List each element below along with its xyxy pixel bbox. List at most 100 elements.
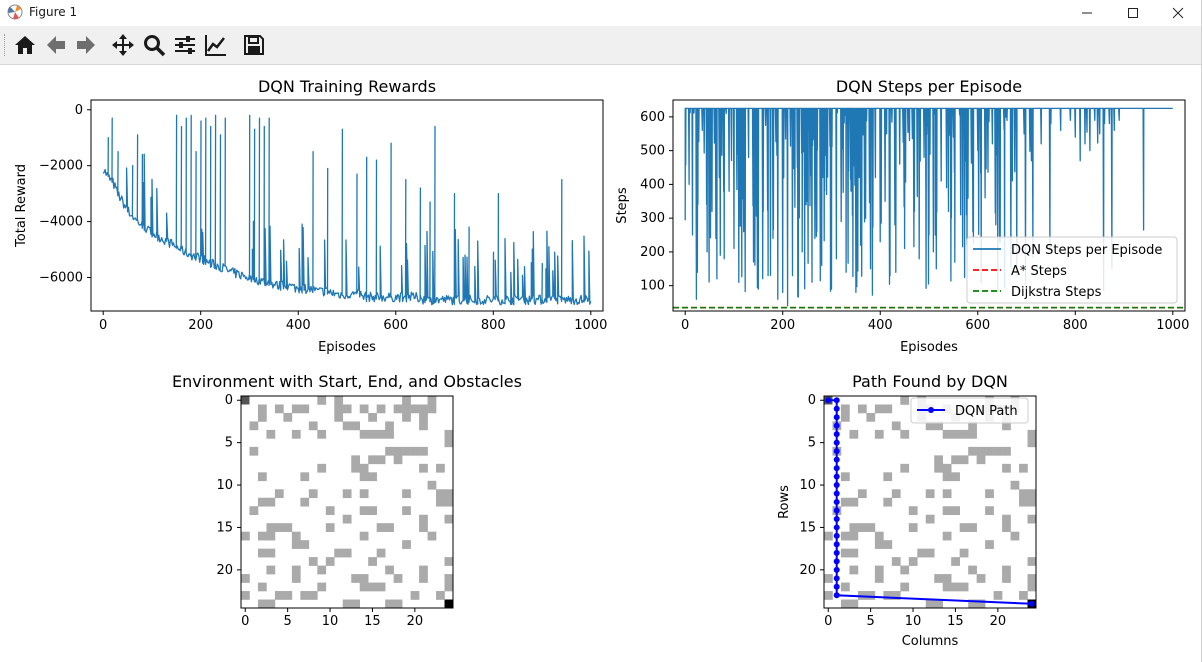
environment-obstacle-cell [274,591,284,600]
rewards-ytick-label: −2000 [39,159,83,174]
environment-obstacle-cell [300,540,310,549]
environment-obstacle-cell [368,582,377,592]
maximize-button[interactable] [1110,0,1156,26]
dqn-path-ytick-label: 10 [799,478,816,493]
dqn-path-obstacle-cell [866,523,876,532]
dqn-path-obstacle-cell [883,404,893,414]
configure-subplots-button[interactable] [171,32,199,58]
dqn-path-obstacle-cell [1019,463,1028,473]
steps-xtick-label: 400 [868,318,893,333]
environment-obstacle-cell [419,514,428,524]
environment-obstacle-cell [436,489,445,499]
environment-obstacle-cell [291,429,301,439]
environment-obstacle-cell [402,412,411,422]
rewards-xtick-label: 600 [383,318,408,333]
dqn-path-obstacle-cell [883,540,893,549]
back-button[interactable] [42,32,70,58]
minimize-button[interactable] [1064,0,1110,26]
rewards-xlabel: Episodes [318,340,376,355]
dqn-path-obstacle-cell [942,531,952,541]
dqn-path-obstacle-cell [857,489,867,499]
dqn-path-obstacle-cell [840,548,850,558]
environment-obstacle-cell [351,574,361,583]
home-button[interactable] [11,32,39,58]
dqn-path-point [833,566,840,573]
environment-obstacle-cell [427,480,437,490]
dqn-path-obstacle-cell [968,565,977,575]
environment-title: Environment with Start, End, and Obstacl… [172,372,522,391]
environment-obstacle-cell [359,582,369,592]
environment-obstacle-cell [325,506,335,516]
environment-obstacle-cell [342,599,352,609]
environment-obstacle-cell [359,463,369,473]
rewards-xtick-label: 400 [286,318,311,333]
dqn-path-obstacle-cell [874,429,884,439]
figure-canvas[interactable]: DQN Training Rewards 0 200 400 600 800 1000 0 −2… [0,65,1202,662]
dqn-path-obstacle-cell [968,421,977,431]
dqn-path-obstacle-cell [824,591,833,600]
dqn-path-obstacle-cell [985,446,994,456]
dqn-path-obstacle-cell [840,472,850,482]
dqn-path-obstacle-cell [968,446,977,456]
environment-obstacle-cell [291,540,301,549]
dqn-path-obstacle-cell [1027,582,1037,592]
forward-button[interactable] [72,32,100,58]
environment-obstacle-cell [266,523,276,532]
dqn-path-obstacle-cell [883,591,893,600]
dqn-path-point [825,397,832,404]
dqn-path-obstacle-cell [985,540,994,549]
home-icon [15,36,35,54]
environment-obstacle-cell [325,523,335,532]
zoom-button[interactable] [140,32,168,58]
rewards-xtick-label: 200 [188,318,213,333]
steps-legend-label: A* Steps [1011,264,1067,279]
dqn-path-obstacle-cell [1002,446,1011,456]
steps-legend-label: Dijkstra Steps [1011,285,1102,300]
environment-obstacle-cell [436,591,445,600]
steps-xtick-label: 200 [770,318,795,333]
environment-obstacle-cell [402,489,411,499]
environment-obstacle-cell [359,429,369,439]
environment-xtick-label: 5 [283,614,291,629]
environment-obstacle-cell [444,582,454,592]
dqn-path-obstacle-cell [925,514,935,524]
environment-obstacle-cell [419,404,428,414]
dqn-path-point [833,592,840,599]
close-button[interactable] [1155,0,1201,26]
dqn-path-obstacle-cell [1002,523,1011,532]
environment-obstacle-cell [317,565,327,575]
rewards-ylabel: Total Reward [14,164,29,248]
dqn-path-obstacle-cell [908,506,918,516]
rewards-chart: DQN Training Rewards 0 200 400 600 800 1000 0 −2… [14,77,607,355]
dqn-path-ytick-label: 5 [808,436,816,451]
environment-obstacle-cell [436,497,445,507]
dqn-path-xlabel: Columns [902,634,959,649]
environment-obstacle-cell [376,548,386,558]
dqn-path-point [833,558,840,565]
edit-axis-button[interactable] [202,32,230,58]
environment-xtick-label: 20 [407,614,424,629]
dqn-path-obstacle-cell [1019,489,1028,499]
environment-obstacle-cell [257,548,267,558]
environment-obstacle-cell [283,412,293,422]
dqn-path-obstacle-cell [942,472,952,482]
dqn-path-obstacle-cell [874,565,884,575]
environment-obstacle-cell [368,557,377,566]
close-icon [1172,7,1184,19]
steps-xtick-label: 0 [681,318,689,333]
environment-obstacle-cell [308,489,318,499]
dqn-path-obstacle-cell [840,497,850,507]
dqn-path-ytick-label: 15 [799,520,816,535]
steps-axes-frame [672,99,1186,312]
environment-obstacle-cell [241,531,250,541]
dqn-path-xtick-label: 20 [990,614,1007,629]
dqn-path-obstacle-cell [1027,489,1037,499]
environment-obstacle-cell [368,429,377,439]
steps-xlabel: Episodes [900,340,958,355]
dqn-path-point [1028,600,1035,607]
environment-ytick-label: 0 [225,393,233,408]
dqn-path-title: Path Found by DQN [852,372,1008,391]
steps-ytick-label: 500 [640,144,665,159]
pan-button[interactable] [109,32,137,58]
save-button[interactable] [240,32,268,58]
